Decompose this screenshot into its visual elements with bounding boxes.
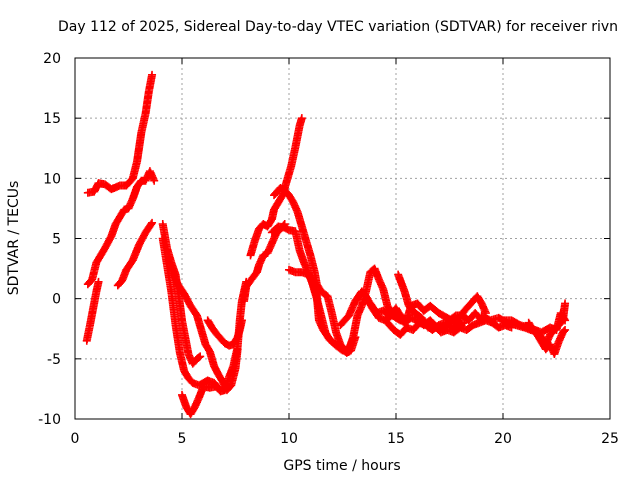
data-point <box>561 325 570 334</box>
x-axis-label: GPS time / hours <box>283 458 400 474</box>
data-point <box>237 316 246 325</box>
series-sat-a <box>83 70 157 197</box>
y-tick-label: 10 <box>43 171 61 187</box>
plot-frame <box>74 57 611 420</box>
data-point <box>196 352 205 361</box>
y-tick-label: 5 <box>52 232 61 248</box>
chart-title: Day 112 of 2025, Sidereal Day-to-day VTE… <box>58 19 618 35</box>
series-sat-t <box>499 309 570 337</box>
y-tick-label: 15 <box>43 111 61 127</box>
x-tick-label: 25 <box>601 431 619 447</box>
data-point <box>148 70 157 79</box>
y-tick-label: -5 <box>47 352 61 368</box>
x-tick-label: 20 <box>494 431 512 447</box>
data-point <box>561 316 570 325</box>
x-tick-label: 5 <box>178 431 187 447</box>
data-point <box>148 218 157 227</box>
series-sat-j <box>240 220 289 306</box>
series-sat-k <box>246 114 306 260</box>
data-point <box>150 176 159 185</box>
series-sat-b <box>83 167 159 289</box>
grid-lines <box>75 58 610 419</box>
x-tick-label: 15 <box>387 431 405 447</box>
x-tick-label: 10 <box>280 431 298 447</box>
data-point <box>460 318 469 327</box>
series-sat-i <box>203 316 246 350</box>
y-tick-label: 20 <box>43 51 61 67</box>
series-sat-u <box>524 318 570 359</box>
data-point <box>561 299 570 308</box>
data-point <box>94 277 103 286</box>
series-sat-c <box>82 277 103 345</box>
x-tick-label: 0 <box>71 431 80 447</box>
y-tick-label: -10 <box>38 412 61 428</box>
series-sat-h <box>167 263 242 395</box>
data-point <box>195 353 204 362</box>
data-points <box>82 70 570 419</box>
axis-ticks: 0 5 10 15 20 25 -10 -5 0 5 10 15 20 <box>38 51 619 447</box>
data-point <box>559 327 568 336</box>
series-sat-r <box>383 318 469 339</box>
series-sat-d <box>113 218 157 290</box>
y-axis-label: SDTVAR / TECUs <box>6 181 22 296</box>
y-tick-label: 0 <box>52 292 61 308</box>
data-point <box>233 345 242 354</box>
series-sat-n <box>285 264 405 355</box>
data-point <box>297 114 306 123</box>
series-sat-m <box>270 183 353 356</box>
